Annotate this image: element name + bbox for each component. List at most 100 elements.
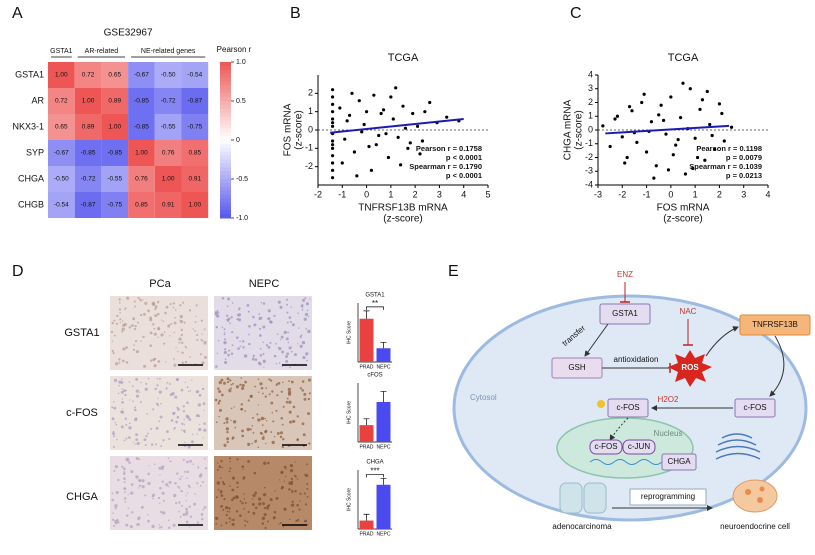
cell-nucleus — [183, 418, 185, 421]
cell-nucleus — [306, 523, 309, 526]
cell-nucleus — [290, 503, 295, 507]
cell-nucleus — [261, 522, 265, 525]
heatmap-cell — [101, 140, 129, 166]
cell-nucleus — [159, 415, 163, 419]
cell-nucleus — [111, 321, 114, 325]
point — [688, 87, 692, 91]
cell-nucleus — [258, 313, 260, 315]
cell-nucleus — [168, 480, 172, 484]
cell-nucleus — [113, 319, 116, 322]
point — [700, 98, 705, 102]
point — [445, 115, 449, 119]
colorbar-tick-label: 0 — [236, 137, 240, 144]
cell-nucleus — [186, 492, 189, 494]
chart-title: CHGA — [366, 460, 383, 466]
cell-nucleus — [259, 347, 262, 350]
cell-nucleus — [144, 444, 147, 447]
heatmap-cell — [74, 88, 102, 114]
point — [355, 174, 359, 178]
cell-nucleus — [173, 363, 177, 367]
cell-nucleus — [247, 460, 250, 463]
cell-nucleus — [194, 321, 197, 323]
cell-label: -0.87 — [81, 202, 96, 209]
colorbar-segment — [220, 73, 231, 79]
cell-nucleus — [181, 341, 184, 345]
cell-nucleus — [158, 420, 161, 423]
cell-nucleus — [111, 340, 114, 343]
group-label: GSTA1 — [50, 48, 73, 55]
cell-nucleus — [306, 309, 309, 312]
cell-nucleus — [275, 363, 278, 365]
cell-nucleus — [280, 390, 283, 393]
cell-nucleus — [254, 385, 257, 388]
cell-nucleus — [158, 524, 161, 526]
point — [691, 166, 695, 171]
cell-nucleus — [179, 319, 181, 322]
cell-nucleus — [296, 518, 300, 522]
protein: TNFRSF13B — [752, 320, 798, 329]
cell-nucleus — [292, 405, 296, 409]
row-label: NKX3-1 — [12, 121, 44, 131]
colorbar-segment — [220, 69, 231, 75]
cell-nucleus — [162, 465, 165, 468]
colorbar-segment — [220, 97, 231, 102]
cell-nucleus — [124, 307, 127, 310]
bar — [376, 401, 391, 442]
cell-nucleus — [302, 298, 306, 302]
colorbar-segment — [220, 124, 231, 129]
regression-line — [605, 124, 730, 135]
cell-nucleus — [116, 491, 119, 494]
cell-nucleus — [229, 461, 231, 463]
point — [330, 168, 335, 172]
cell-nucleus — [280, 485, 284, 489]
cell-nucleus — [243, 354, 248, 358]
cell-nucleus — [196, 333, 199, 337]
cell-nucleus — [112, 518, 115, 521]
cell-nucleus — [226, 377, 230, 381]
y-tick-label: 3 — [588, 83, 593, 93]
point — [374, 143, 378, 147]
cell-nucleus — [264, 526, 267, 530]
cell-nucleus — [220, 504, 223, 508]
cell-nucleus — [153, 364, 157, 368]
heatmap-cell — [74, 192, 102, 218]
cell-nucleus — [168, 383, 171, 385]
cell-nucleus — [218, 389, 222, 394]
cell-nucleus — [251, 498, 254, 500]
drug: ENZ — [617, 270, 633, 279]
cell-nucleus — [288, 518, 291, 521]
cell-nucleus — [113, 469, 116, 472]
colorbar-tick-label: -1.0 — [236, 215, 248, 222]
cell-nucleus — [228, 349, 231, 352]
cell-nucleus — [263, 506, 267, 510]
cell-nucleus — [185, 500, 188, 502]
cell-label: 1.00 — [135, 150, 148, 157]
cell-nucleus — [190, 440, 194, 444]
cell-nucleus — [203, 409, 205, 411]
panel-label: A — [12, 5, 23, 22]
heatmap-cell — [154, 88, 182, 114]
y-axis-label: IHC Score — [346, 488, 352, 511]
cell-nucleus — [215, 496, 218, 499]
cell-nucleus — [156, 301, 159, 304]
cell-nucleus — [172, 302, 175, 305]
cell-nucleus — [143, 438, 147, 442]
panel-label: E — [448, 263, 459, 280]
cell-nucleus — [139, 313, 143, 317]
cell-nucleus — [241, 383, 245, 388]
point — [372, 93, 376, 97]
cell-nucleus — [137, 321, 139, 324]
cell-label: -0.85 — [81, 150, 96, 157]
arrow — [705, 326, 739, 357]
colorbar-segment — [220, 151, 231, 157]
cell-nucleus — [161, 511, 166, 515]
protein: GSTA1 — [612, 309, 638, 318]
bar — [359, 520, 374, 529]
cell-nucleus — [290, 306, 292, 309]
cell-nucleus — [223, 338, 226, 341]
cell-nucleus — [303, 397, 307, 401]
cell-nucleus — [135, 475, 139, 479]
cell-nucleus — [169, 335, 171, 337]
cell-nucleus — [176, 415, 180, 419]
cell-nucleus — [288, 481, 292, 485]
